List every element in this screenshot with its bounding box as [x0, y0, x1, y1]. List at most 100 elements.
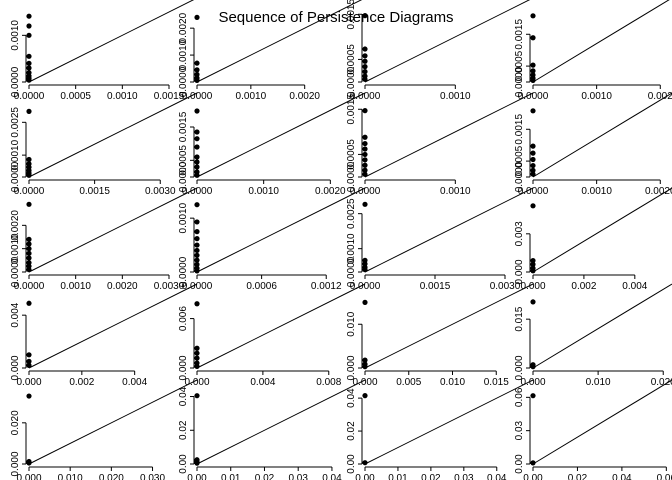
- y-tick-label: 0.0000: [346, 161, 357, 192]
- persistence-point: [362, 64, 368, 70]
- x-tick-label: 0.0010: [248, 186, 279, 197]
- persistence-point: [530, 167, 536, 173]
- y-tick-label: 0.003: [514, 221, 525, 246]
- x-tick-label: 0.002: [571, 281, 596, 292]
- diagonal-line: [196, 283, 366, 369]
- y-tick-label: 0.0000: [514, 66, 525, 97]
- persistence-point: [194, 77, 200, 83]
- persistence-point: [530, 268, 536, 274]
- x-tick-label: 0.0015: [79, 186, 110, 197]
- x-tick-label: 0.004: [122, 377, 147, 388]
- y-tick-label: 0.010: [346, 311, 357, 336]
- x-tick-label: 0.000: [520, 377, 545, 388]
- persistence-point: [26, 250, 32, 256]
- x-tick-label: 0.0000: [518, 91, 549, 102]
- x-tick-label: 0.030: [140, 473, 165, 480]
- x-tick-label: 0.008: [316, 377, 341, 388]
- persistence-point: [362, 299, 368, 305]
- y-tick-label: 0.000: [346, 355, 357, 380]
- persistence-panel: 0.000 0.002 0.004 0.000 0.003: [514, 187, 672, 292]
- x-tick-label: 0.04: [487, 473, 507, 480]
- x-tick-label: 0.00: [523, 473, 543, 480]
- y-tick-label: 0.000: [10, 355, 21, 380]
- persistence-point: [362, 53, 368, 59]
- x-tick-label: 0.0000: [350, 281, 381, 292]
- diagonal-line: [364, 0, 531, 83]
- persistence-panel: 0.0000 0.0010 0.0020 0.00300.00000.00100.00…: [10, 187, 198, 292]
- diagonal-line: [364, 92, 534, 178]
- diagonal-line: [532, 0, 670, 83]
- persistence-point: [362, 167, 368, 173]
- x-tick-label: 0.0030: [154, 281, 185, 292]
- persistence-point: [362, 460, 368, 466]
- persistence-point: [26, 23, 32, 29]
- x-tick-label: 0.0015: [154, 91, 185, 102]
- y-tick-label: 0.0020: [10, 210, 21, 241]
- persistence-point: [530, 68, 536, 74]
- persistence-point: [530, 364, 536, 370]
- x-tick-label: 0.0000: [350, 186, 381, 197]
- x-tick-label: 0.0012: [311, 281, 342, 292]
- x-tick-label: 0.000: [184, 377, 209, 388]
- y-tick-label: 0.03: [514, 420, 525, 440]
- x-tick-label: 0.0010: [236, 91, 267, 102]
- persistence-point: [26, 65, 32, 71]
- x-tick-label: 0.0000: [182, 91, 213, 102]
- persistence-point: [194, 257, 200, 263]
- x-tick-label: 0.0015: [420, 281, 451, 292]
- persistence-point: [194, 242, 200, 248]
- x-tick-label: 0.004: [622, 281, 647, 292]
- y-tick-label: 0.020: [10, 410, 21, 435]
- persistence-point: [530, 62, 536, 68]
- y-tick-label: 0.0010: [10, 139, 21, 170]
- persistence-point: [194, 172, 200, 178]
- y-tick-label: 0.0005: [346, 44, 357, 75]
- persistence-point: [362, 13, 368, 19]
- persistence-point: [194, 202, 200, 208]
- y-tick-label: 0.0000: [178, 66, 189, 97]
- persistence-point: [194, 247, 200, 254]
- y-tick-label: 0.000: [10, 451, 21, 476]
- persistence-point: [362, 69, 368, 75]
- y-tick-label: 0.0010: [178, 39, 189, 70]
- x-tick-label: 0.01: [388, 473, 408, 480]
- persistence-point: [362, 364, 368, 370]
- diagonal-line: [364, 379, 534, 465]
- x-tick-label: 0.0010: [107, 91, 138, 102]
- persistence-point: [194, 144, 200, 150]
- diagonal-line: [532, 379, 672, 465]
- x-tick-label: 0.0010: [440, 91, 471, 102]
- y-tick-label: 0.00: [346, 454, 357, 474]
- persistence-point: [26, 460, 32, 466]
- x-tick-label: 0.002: [69, 377, 94, 388]
- persistence-point: [194, 219, 200, 225]
- x-tick-label: 0.01: [221, 473, 241, 480]
- y-tick-label: 0.0005: [178, 145, 189, 176]
- x-tick-label: 0.000: [352, 377, 377, 388]
- persistence-point: [362, 76, 368, 82]
- persistence-point: [530, 393, 536, 399]
- persistence-point: [194, 60, 200, 66]
- y-tick-label: 0.0000: [178, 256, 189, 287]
- chart-title: Sequence of Persistence Diagrams: [218, 9, 453, 26]
- y-tick-label: 0.0025: [346, 198, 357, 229]
- panels-group: 0.0000 0.0005 0.0010 0.00150.00000.00100.00…: [10, 0, 672, 480]
- persistence-point: [194, 261, 200, 268]
- persistence-point: [194, 268, 200, 274]
- persistence-point: [194, 14, 200, 20]
- x-tick-label: 0.0020: [315, 186, 346, 197]
- persistence-point: [530, 150, 536, 156]
- persistence-point: [194, 252, 200, 258]
- diagonal-line: [196, 379, 366, 465]
- y-tick-label: 0.0015: [514, 19, 525, 50]
- persistence-point: [362, 267, 368, 273]
- persistence-point: [194, 355, 200, 361]
- persistence-panel: 0.00 0.02 0.04 0.06 0.00 0.03 0.06: [514, 379, 672, 480]
- persistence-point: [362, 58, 368, 64]
- y-tick-label: 0.0015: [346, 94, 357, 125]
- diagonal-line: [364, 187, 534, 273]
